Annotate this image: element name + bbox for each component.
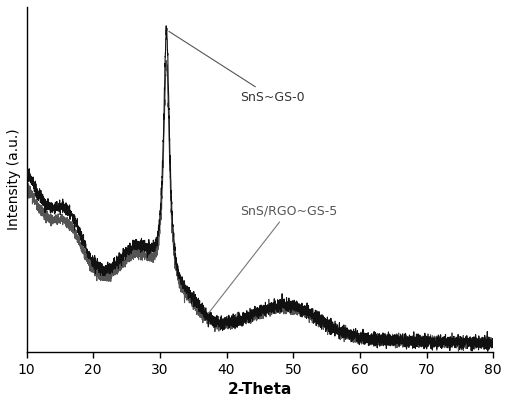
Y-axis label: Intensity (a.u.): Intensity (a.u.) [7,129,21,230]
Text: SnS~GS-0: SnS~GS-0 [169,32,304,104]
Text: SnS/RGO~GS-5: SnS/RGO~GS-5 [208,204,337,314]
X-axis label: 2-Theta: 2-Theta [228,382,292,397]
